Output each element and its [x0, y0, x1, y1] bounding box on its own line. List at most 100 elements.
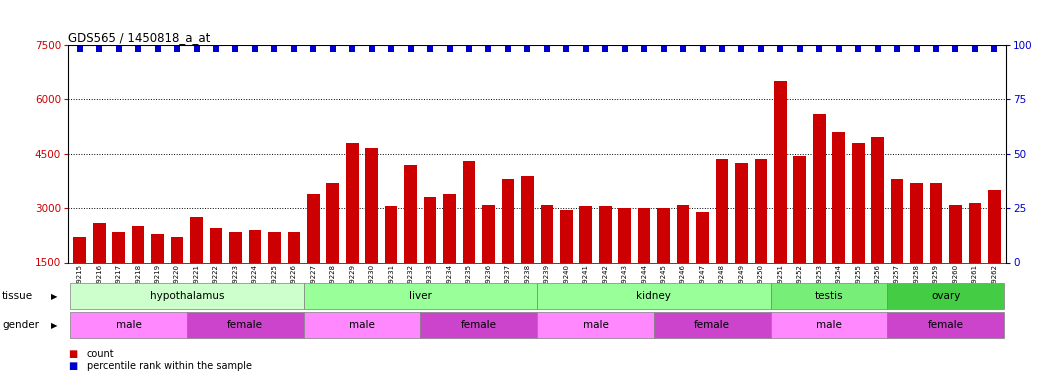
Point	[519, 46, 536, 53]
Point	[596, 46, 613, 53]
Bar	[930, 183, 942, 262]
Point	[71, 46, 88, 53]
Bar	[462, 161, 476, 262]
Bar	[770, 312, 888, 338]
Bar	[988, 190, 1001, 262]
Point	[675, 46, 692, 53]
Text: ▶: ▶	[51, 292, 58, 301]
Point	[325, 46, 342, 53]
Bar	[832, 132, 845, 262]
Bar	[171, 237, 183, 262]
Bar	[871, 138, 883, 262]
Point	[869, 46, 886, 53]
Text: GDS565 / 1450818_a_at: GDS565 / 1450818_a_at	[68, 31, 211, 44]
Text: female: female	[694, 320, 730, 330]
Bar	[230, 232, 242, 262]
Point	[169, 46, 185, 53]
Point	[830, 46, 847, 53]
Point	[402, 46, 419, 53]
Bar	[366, 148, 378, 262]
Point	[130, 46, 147, 53]
Bar	[696, 212, 708, 262]
Point	[149, 46, 166, 53]
Bar	[654, 312, 770, 338]
Bar	[598, 206, 612, 262]
Point	[733, 46, 749, 53]
Bar	[93, 223, 106, 262]
Bar	[420, 312, 537, 338]
Point	[616, 46, 633, 53]
Bar	[968, 202, 981, 262]
Point	[285, 46, 302, 53]
Point	[480, 46, 497, 53]
Bar	[813, 114, 826, 262]
Text: testis: testis	[814, 291, 844, 301]
Bar	[521, 176, 533, 262]
Text: tissue: tissue	[2, 291, 34, 301]
Point	[791, 46, 808, 53]
Point	[364, 46, 380, 53]
Bar	[852, 143, 865, 262]
Bar	[385, 206, 397, 262]
Point	[986, 46, 1003, 53]
Point	[811, 46, 828, 53]
Bar	[248, 230, 261, 262]
Bar	[191, 217, 203, 262]
Point	[266, 46, 283, 53]
Point	[91, 46, 108, 53]
Bar	[405, 165, 417, 262]
Bar	[346, 143, 358, 262]
Text: ovary: ovary	[931, 291, 960, 301]
Bar	[735, 163, 748, 262]
Text: liver: liver	[409, 291, 432, 301]
Bar	[187, 312, 304, 338]
Text: ■: ■	[68, 361, 78, 370]
Bar	[657, 208, 670, 262]
Bar	[560, 210, 572, 262]
Bar	[304, 312, 420, 338]
Bar	[112, 232, 125, 262]
Point	[305, 46, 322, 53]
Bar	[443, 194, 456, 262]
Point	[889, 46, 905, 53]
Point	[227, 46, 244, 53]
Point	[189, 46, 205, 53]
Text: gender: gender	[2, 320, 39, 330]
Text: ▶: ▶	[51, 321, 58, 330]
Text: count: count	[87, 350, 114, 359]
Point	[947, 46, 964, 53]
Point	[500, 46, 517, 53]
Text: male: male	[349, 320, 375, 330]
Point	[558, 46, 574, 53]
Bar	[326, 183, 340, 262]
Bar	[307, 194, 320, 262]
Point	[909, 46, 925, 53]
Bar	[618, 208, 631, 262]
Point	[694, 46, 711, 53]
Bar	[304, 283, 537, 309]
Bar	[793, 156, 806, 262]
Bar	[268, 232, 281, 262]
Bar	[580, 206, 592, 262]
Point	[421, 46, 438, 53]
Point	[441, 46, 458, 53]
Point	[850, 46, 867, 53]
Bar	[716, 159, 728, 262]
Bar	[502, 179, 515, 262]
Bar	[482, 204, 495, 262]
Point	[344, 46, 361, 53]
Bar	[423, 197, 436, 262]
Bar	[949, 204, 962, 262]
Point	[966, 46, 983, 53]
Bar	[537, 283, 770, 309]
Point	[110, 46, 127, 53]
Point	[927, 46, 944, 53]
Bar	[677, 204, 690, 262]
Point	[752, 46, 769, 53]
Bar	[638, 208, 651, 262]
Bar	[537, 312, 654, 338]
Text: female: female	[227, 320, 263, 330]
Text: female: female	[461, 320, 497, 330]
Bar	[287, 232, 300, 262]
Point	[636, 46, 653, 53]
